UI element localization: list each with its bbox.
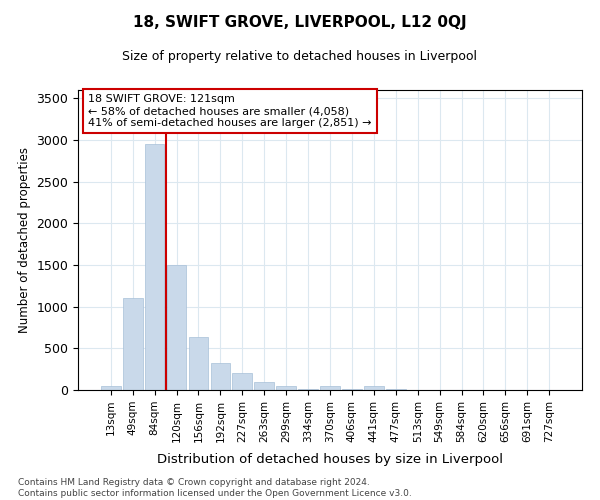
- Bar: [386, 389, 406, 390]
- Bar: [232, 374, 252, 390]
- Bar: [211, 362, 230, 390]
- Text: Size of property relative to detached houses in Liverpool: Size of property relative to detached ho…: [122, 50, 478, 63]
- Bar: [145, 144, 164, 390]
- Bar: [167, 265, 187, 390]
- Bar: [276, 386, 296, 390]
- Bar: [342, 389, 362, 390]
- Bar: [320, 386, 340, 390]
- Text: Contains HM Land Registry data © Crown copyright and database right 2024.
Contai: Contains HM Land Registry data © Crown c…: [18, 478, 412, 498]
- Bar: [188, 336, 208, 390]
- Bar: [364, 386, 384, 390]
- Bar: [101, 386, 121, 390]
- Text: 18, SWIFT GROVE, LIVERPOOL, L12 0QJ: 18, SWIFT GROVE, LIVERPOOL, L12 0QJ: [133, 15, 467, 30]
- Bar: [123, 298, 143, 390]
- X-axis label: Distribution of detached houses by size in Liverpool: Distribution of detached houses by size …: [157, 453, 503, 466]
- Bar: [298, 389, 318, 390]
- Y-axis label: Number of detached properties: Number of detached properties: [18, 147, 31, 333]
- Bar: [254, 382, 274, 390]
- Text: 18 SWIFT GROVE: 121sqm
← 58% of detached houses are smaller (4,058)
41% of semi-: 18 SWIFT GROVE: 121sqm ← 58% of detached…: [88, 94, 371, 128]
